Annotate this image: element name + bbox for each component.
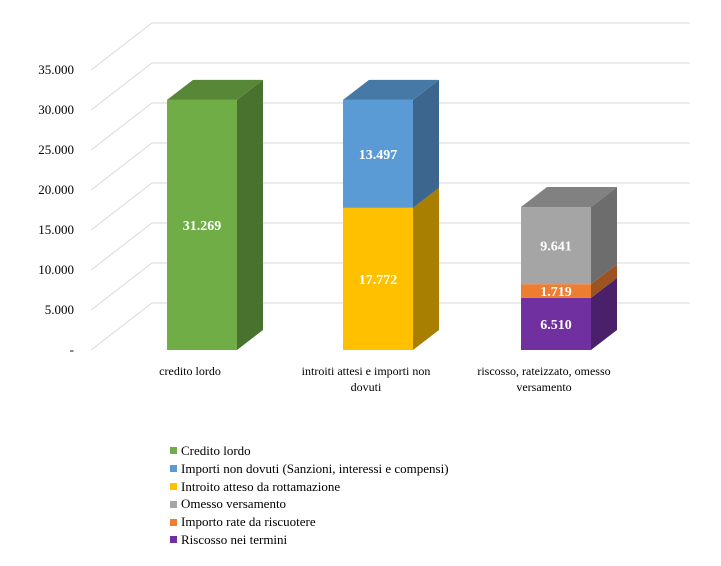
legend-swatch (170, 482, 177, 490)
bar (343, 207, 413, 350)
legend-label: Omesso versamento (181, 496, 287, 512)
data-label: 13.497 (359, 148, 398, 163)
legend-item: Credito lordo (170, 442, 449, 460)
legend-item: Omesso versamento (170, 495, 449, 513)
legend-label: Importo rate da riscuotere (181, 514, 316, 530)
legend-item: Riscosso nei termini (170, 531, 449, 549)
bar-side (591, 264, 617, 298)
legend-label: Credito lordo (181, 443, 251, 458)
x-tick-label: riscosso, rateizzato, omesso (477, 364, 610, 378)
bar (521, 284, 591, 298)
y-tick-label: 30.000 (38, 102, 74, 117)
legend-item: Importo rate da riscuotere (170, 513, 449, 531)
gridline-depth (90, 302, 153, 351)
chart-legend: Credito lordo Importi non dovuti (Sanzion… (170, 442, 449, 549)
bar-side (591, 277, 617, 350)
y-tick-label: 10.000 (38, 262, 74, 277)
x-tick-label: introiti attesi e importi non (302, 364, 431, 378)
gridline-depth (90, 182, 153, 231)
bar (521, 207, 591, 285)
bar-side (413, 79, 439, 208)
x-tick-label: versamento (516, 380, 571, 394)
bar-top (343, 79, 439, 100)
gridline-depth (90, 222, 153, 271)
legend-swatch (170, 500, 177, 508)
data-label: 9.641 (540, 240, 572, 255)
gridline-depth (90, 142, 153, 191)
bar-top (167, 79, 263, 100)
data-label: 17.772 (359, 273, 398, 288)
y-tick-label: 20.000 (38, 182, 74, 197)
data-label: 6.510 (540, 318, 572, 333)
legend-label: Introito atteso da rottamazione (181, 478, 341, 494)
y-tick-label: 5.000 (45, 302, 74, 317)
bar-side (237, 79, 263, 351)
legend-swatch (170, 536, 177, 544)
x-tick-label: credito lordo (159, 364, 221, 378)
gridline-depth (90, 262, 153, 311)
legend-label: Importi non dovuti (Sanzioni, interessi … (181, 460, 449, 476)
bar-side (591, 187, 617, 285)
legend-item: Importi non dovuti (Sanzioni, interessi … (170, 460, 449, 478)
legend-swatch (170, 447, 177, 455)
legend-swatch (170, 518, 177, 526)
bar (521, 297, 591, 350)
y-tick-label: 25.000 (38, 142, 74, 157)
legend-item: Introito atteso da rottamazione (170, 478, 449, 496)
x-tick-label: dovuti (351, 380, 382, 394)
y-tick-label: 35.000 (38, 62, 74, 77)
bar (343, 99, 413, 208)
data-label: 31.269 (183, 219, 222, 234)
legend-swatch (170, 465, 177, 473)
bar (167, 99, 237, 351)
data-label: 1.719 (540, 285, 572, 300)
bar-top (521, 187, 617, 208)
gridline-depth (90, 22, 153, 71)
gridline-depth (90, 62, 153, 111)
gridline-depth (90, 102, 153, 151)
legend-label: Riscosso nei termini (181, 531, 288, 547)
bar-side (413, 187, 439, 350)
y-tick-label: 15.000 (38, 222, 74, 237)
y-tick-label: - (70, 342, 74, 357)
